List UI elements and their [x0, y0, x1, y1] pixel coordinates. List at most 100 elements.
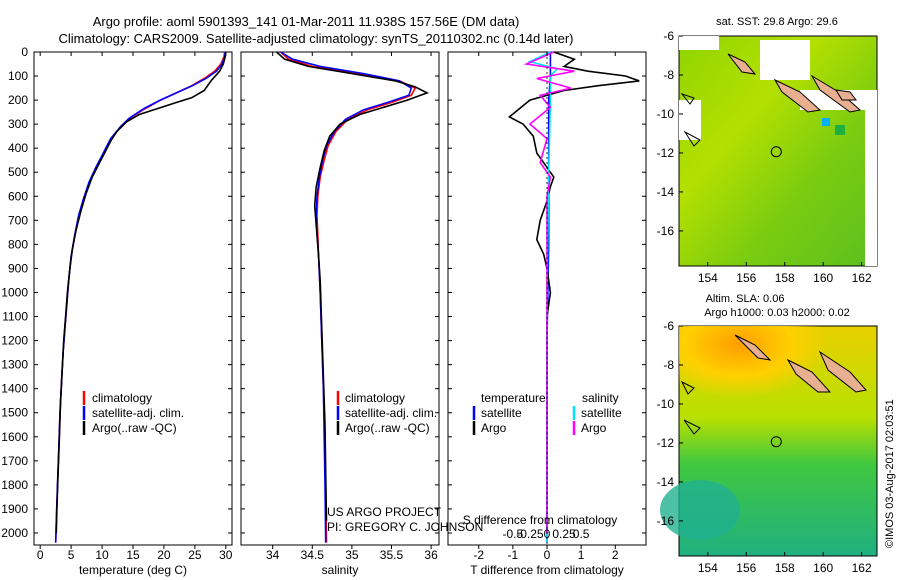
depth-tick-label: 100: [8, 69, 28, 83]
depth-tick-label: 1900: [1, 502, 28, 516]
temperature-x-label: temperature (deg C): [79, 563, 187, 577]
sst-hot-cell: [835, 125, 845, 135]
island-outline: [683, 419, 701, 435]
map-x-tick-label: 160: [813, 271, 833, 285]
s-tick-label: 0: [544, 527, 551, 541]
sst-map: [678, 35, 878, 267]
x-tick-label: -2: [473, 548, 484, 562]
s-tick-label: 0.25: [552, 527, 576, 541]
legend-label-t-sat: satellite: [481, 406, 522, 420]
x-tick-label: 0: [37, 548, 44, 562]
depth-tick-label: 1100: [2, 310, 28, 324]
salinity-legend: climatology satellite-adj. clim. Argo(..…: [336, 391, 437, 435]
x-tick-label: 20: [157, 548, 171, 562]
depth-tick-label: 1800: [1, 478, 28, 492]
depth-tick-label: 400: [8, 141, 28, 155]
map-y-tick-label: -12: [657, 146, 675, 160]
depth-tick-label: 1300: [1, 358, 28, 372]
figure-title-line2: Climatology: CARS2009. Satellite-adjuste…: [59, 31, 574, 46]
island-outline: [680, 380, 695, 395]
project-label: US ARGO PROJECT: [327, 505, 442, 519]
legend-label-sat: satellite-adj. clim.: [345, 406, 437, 420]
salinity-lines: [276, 51, 430, 543]
sla-map: [660, 325, 878, 557]
sla-low-region: [660, 480, 740, 540]
map-x-tick-label: 160: [813, 561, 833, 575]
salinity-difference-label: S difference from climatology: [463, 513, 618, 527]
map-x-tick-label: 158: [775, 271, 795, 285]
sst-data-gap: [865, 110, 877, 266]
pi-label: PI: GREGORY C. JOHNSON: [327, 520, 483, 534]
x-tick-label: 34.5: [301, 548, 325, 562]
series-line-argo-raw-qc-: [276, 51, 430, 522]
depth-tick-label: 700: [8, 213, 28, 227]
map-y-tick-label: -12: [657, 436, 675, 450]
depth-axis: 0 100 200 300 400 500 600 700 800 900 1000 1100 1200…: [1, 45, 28, 540]
difference-legend: temperature salinity satellite Argo sate…: [472, 391, 622, 435]
depth-tick-label: 1700: [1, 454, 28, 468]
x-tick-label: -1: [508, 548, 519, 562]
depth-tick-label: 1200: [1, 334, 28, 348]
x-tick-label: 35.5: [380, 548, 404, 562]
legend-label-clim: climatology: [345, 391, 405, 405]
salinity-panel: [240, 51, 440, 546]
timestamp-caption: ©IMOS 03-Aug-2017 02:03:51: [884, 399, 896, 548]
map-x-tick-label: 158: [775, 561, 795, 575]
sst-map-ticks: 154 156 158 160 162 -6 -8 -10 -12 -14 -16: [657, 29, 872, 285]
series-line-salinity-argo: [523, 51, 575, 533]
series-line-argo-raw-qc-: [55, 51, 227, 534]
island-outline: [773, 78, 822, 113]
temperature-legend: climatology satellite-adj. clim. Argo(..…: [82, 391, 184, 435]
x-tick-label: 2: [612, 548, 619, 562]
temperature-panel: [33, 51, 233, 546]
map-y-tick-label: -16: [657, 224, 675, 238]
x-tick-label: 5: [68, 548, 75, 562]
sst-data-gap: [760, 40, 810, 80]
depth-tick-label: 1400: [1, 382, 28, 396]
legend-label-clim: climatology: [92, 391, 152, 405]
depth-tick-label: 900: [8, 261, 28, 275]
difference-lines: [507, 51, 640, 545]
x-tick-label: 34: [266, 548, 280, 562]
map-y-tick-label: -10: [657, 397, 675, 411]
x-tick-label: 15: [126, 548, 140, 562]
sst-cold-cell: [822, 118, 830, 126]
map-x-tick-label: 154: [698, 271, 718, 285]
s-tick-label: 0.5: [573, 527, 590, 541]
depth-tick-label: 600: [8, 189, 28, 203]
map-x-tick-label: 162: [852, 561, 872, 575]
x-tick-label: 0: [544, 548, 551, 562]
x-tick-label: 10: [95, 548, 109, 562]
island-outline: [818, 350, 867, 393]
depth-tick-label: 300: [8, 117, 28, 131]
salinity-x-label: salinity: [322, 563, 359, 577]
legend-title-salinity: salinity: [582, 391, 619, 405]
map-y-tick-label: -16: [657, 514, 675, 528]
map-y-tick-label: -6: [663, 29, 674, 43]
depth-tick-label: 1000: [1, 285, 28, 299]
difference-x-label: T difference from climatology: [470, 563, 624, 577]
legend-label-argo: Argo(..raw -QC): [92, 421, 177, 435]
temperature-lines: [54, 51, 227, 543]
s-tick-label: -0.25: [516, 527, 544, 541]
depth-tick-label: 800: [8, 237, 28, 251]
island-outline: [734, 334, 772, 361]
depth-tick-label: 1600: [1, 430, 28, 444]
legend-label-s-sat: satellite: [581, 406, 622, 420]
legend-label-t-argo: Argo: [481, 421, 507, 435]
map-y-tick-label: -10: [657, 107, 675, 121]
sla-map-ticks: 154 156 158 160 162 -6 -8 -10 -12 -14 -16: [657, 319, 872, 575]
x-tick-label: 25: [188, 548, 202, 562]
figure-title-line1: Argo profile: aoml 5901393_141 01-Mar-20…: [93, 14, 520, 29]
island-outline: [727, 53, 757, 75]
difference-x-ticks: -2 -1 0 1 2: [448, 51, 646, 562]
island-outline: [683, 130, 701, 147]
x-tick-label: 35: [345, 548, 359, 562]
map-y-tick-label: -8: [663, 358, 674, 372]
map-y-tick-label: -6: [663, 319, 674, 333]
depth-tick-label: 2000: [1, 526, 28, 540]
depth-tick-label: 500: [8, 165, 28, 179]
legend-title-temperature: temperature: [481, 391, 546, 405]
depth-tick-label: 200: [8, 93, 28, 107]
